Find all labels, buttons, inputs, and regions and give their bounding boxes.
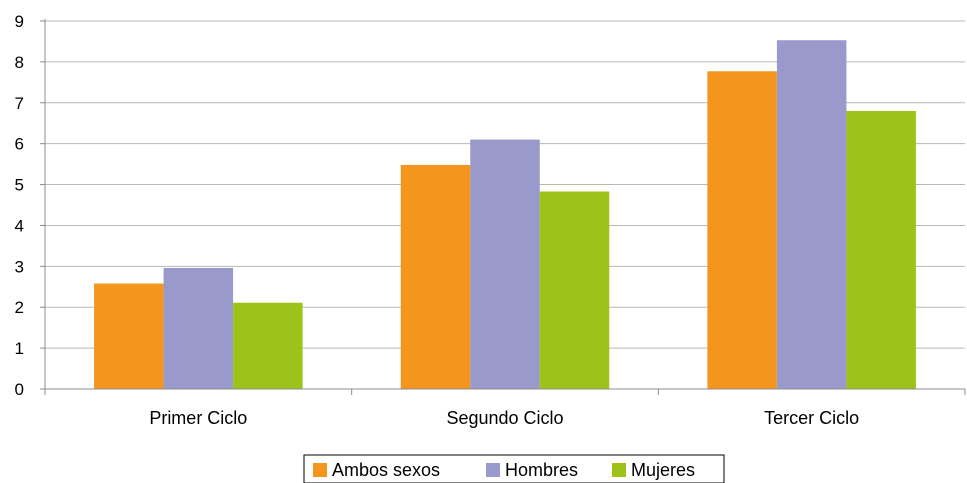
bar-hombres <box>776 40 847 390</box>
y-tick-label: 4 <box>15 216 24 235</box>
legend-swatch <box>612 463 626 477</box>
x-category-label: Tercer Ciclo <box>764 408 859 428</box>
legend: Ambos sexos Hombres Mujeres <box>303 454 725 483</box>
axes <box>40 19 966 395</box>
legend-swatch <box>486 463 500 477</box>
y-tick-label: 2 <box>15 298 24 317</box>
y-tick-label: 8 <box>15 53 24 72</box>
y-tick-label: 6 <box>15 135 24 154</box>
y-tick-label: 3 <box>15 257 24 276</box>
y-tick-label: 0 <box>15 380 24 399</box>
legend-label: Ambos sexos <box>332 460 440 480</box>
bar-mujeres <box>539 191 610 389</box>
category-labels: Primer Ciclo Segundo Ciclo Tercer Ciclo <box>149 408 859 428</box>
bar-ambos-sexos <box>94 283 164 389</box>
bars <box>94 40 916 390</box>
legend-label: Mujeres <box>631 460 695 480</box>
x-category-label: Primer Ciclo <box>149 408 247 428</box>
legend-label: Hombres <box>505 460 578 480</box>
legend-swatch <box>313 463 327 477</box>
bar-mujeres <box>846 110 916 389</box>
bar-hombres <box>470 139 540 389</box>
legend-box <box>303 454 725 483</box>
bar-ambos-sexos <box>707 71 777 389</box>
y-tick-labels: 0 1 2 3 4 5 6 7 8 9 <box>15 12 24 399</box>
y-tick-label: 7 <box>15 94 24 113</box>
bar-mujeres <box>233 302 303 389</box>
y-tick-label: 5 <box>15 176 24 195</box>
bar-hombres <box>163 267 234 389</box>
bar-ambos-sexos <box>400 164 471 389</box>
y-tick-label: 1 <box>15 339 24 358</box>
y-tick-label: 9 <box>15 12 24 31</box>
x-category-label: Segundo Ciclo <box>446 408 563 428</box>
